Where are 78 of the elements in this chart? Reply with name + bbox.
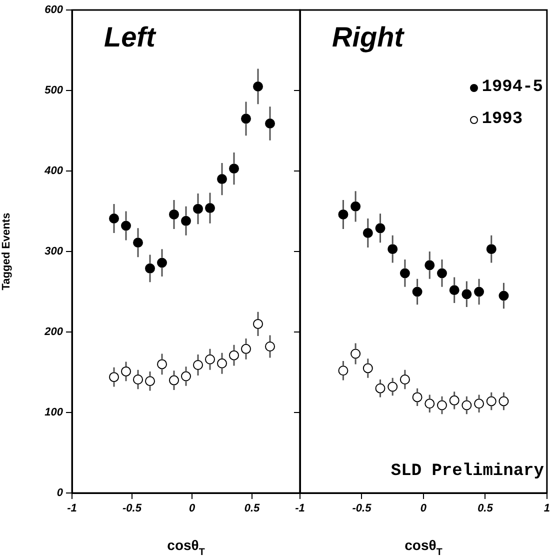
point — [253, 81, 263, 92]
point — [145, 263, 155, 274]
x-tick-label: -0.5 — [122, 502, 142, 515]
point — [375, 383, 386, 394]
point — [241, 114, 251, 124]
point — [338, 366, 348, 376]
point — [498, 396, 509, 406]
y-tick-label: 0 — [56, 487, 64, 500]
point — [133, 374, 143, 384]
x-tick-label: 0 — [188, 502, 196, 515]
point — [109, 213, 119, 224]
y-tick-label: 400 — [44, 165, 64, 178]
chart-title: Right — [332, 22, 406, 53]
point — [412, 392, 422, 402]
point — [241, 344, 251, 354]
point — [169, 209, 179, 220]
point — [133, 238, 143, 248]
y-tick-label: 100 — [44, 406, 64, 419]
point — [388, 382, 398, 392]
point — [462, 289, 472, 300]
legend-label: 1994-5 — [482, 77, 543, 99]
x-tick-label: 0.5 — [244, 502, 261, 515]
point — [157, 258, 167, 268]
point — [145, 376, 155, 386]
point — [436, 400, 447, 410]
point — [498, 290, 509, 301]
point — [217, 174, 227, 184]
x-tick-label: -1 — [67, 502, 77, 515]
point — [424, 398, 435, 409]
point — [253, 318, 263, 329]
point — [350, 201, 361, 212]
point — [265, 118, 275, 129]
point — [338, 209, 348, 220]
point — [412, 286, 422, 297]
point — [462, 400, 472, 410]
annotation: SLD Preliminary — [390, 462, 544, 481]
point — [109, 372, 119, 382]
point — [388, 244, 398, 254]
point — [193, 204, 203, 214]
point — [193, 360, 203, 370]
point — [436, 268, 447, 278]
point — [350, 348, 361, 359]
point — [229, 350, 239, 360]
point — [169, 375, 179, 386]
x-tick-label: 0 — [420, 502, 428, 515]
point — [362, 228, 373, 238]
x-tick-label: -0.5 — [352, 502, 372, 515]
point — [449, 285, 460, 296]
point — [121, 220, 131, 231]
chart-title: Left — [104, 22, 157, 53]
point — [217, 358, 227, 368]
x-tick-label: 0.5 — [478, 502, 494, 515]
y-tick-label: 300 — [44, 246, 64, 258]
point — [265, 341, 275, 352]
point — [486, 396, 496, 406]
y-tick-label: 500 — [44, 84, 64, 97]
point — [375, 223, 386, 234]
point — [121, 366, 131, 376]
point — [157, 359, 167, 370]
y-tick-label: 600 — [44, 4, 64, 16]
y-tick-label: 200 — [44, 326, 64, 338]
point — [449, 395, 460, 406]
point — [205, 354, 215, 364]
point — [474, 286, 484, 297]
point — [181, 371, 191, 382]
point — [474, 398, 484, 409]
point — [229, 164, 239, 174]
point — [486, 244, 496, 254]
point — [181, 216, 191, 226]
legend-label: 1993 — [482, 109, 523, 131]
x-tick-label: -1 — [295, 502, 305, 515]
y-axis-title: Tagged Events — [0, 212, 13, 290]
point — [424, 260, 435, 270]
point — [205, 203, 215, 214]
point — [400, 268, 410, 278]
x-tick-label: 1 — [544, 502, 550, 515]
point — [400, 374, 410, 384]
point — [362, 363, 373, 374]
